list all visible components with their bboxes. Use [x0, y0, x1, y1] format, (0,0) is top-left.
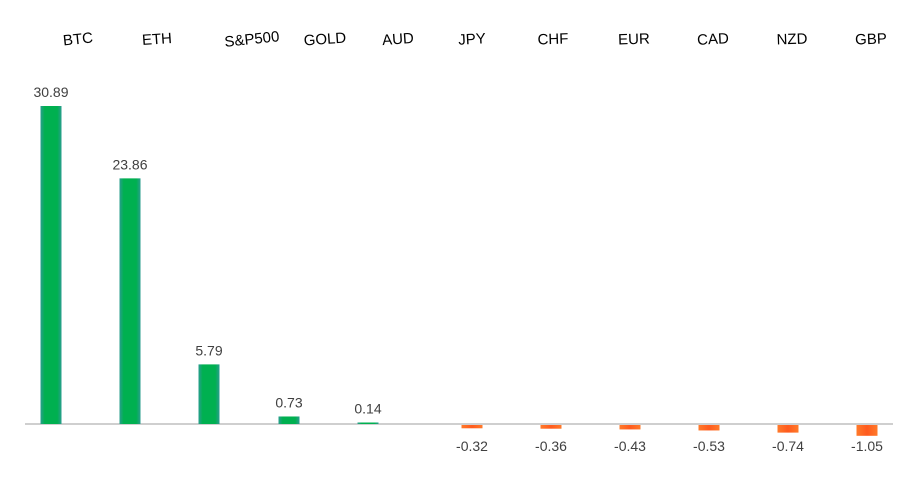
category-label-chf: CHF: [537, 30, 568, 48]
data-label-chf: -0.36: [535, 438, 567, 454]
bar-gbp: [856, 425, 878, 436]
data-label-eur: -0.43: [614, 438, 646, 454]
category-label-eur: EUR: [618, 30, 650, 48]
bar-eur: [619, 425, 641, 430]
category-label-sp500: S&P500: [224, 28, 281, 51]
category-label-nzd: NZD: [776, 30, 808, 48]
bar-eth: [119, 178, 141, 424]
bar-nzd: [777, 425, 799, 433]
data-label-nzd: -0.74: [772, 438, 804, 454]
category-label-gold: GOLD: [303, 30, 347, 50]
data-label-gbp: -1.05: [851, 438, 883, 454]
data-label-sp500: 5.79: [195, 342, 222, 358]
bar-sp500: [198, 364, 220, 424]
bar-jpy: [461, 425, 483, 429]
bar-gold: [278, 416, 300, 424]
bar-chf: [540, 425, 562, 429]
data-label-btc: 30.89: [33, 84, 68, 100]
category-label-jpy: JPY: [458, 30, 486, 48]
data-label-aud: 0.14: [354, 401, 381, 417]
bar-btc: [40, 106, 62, 424]
category-label-cad: CAD: [697, 30, 730, 49]
category-label-btc: BTC: [62, 29, 94, 49]
data-label-cad: -0.53: [693, 438, 725, 454]
data-label-gold: 0.73: [275, 394, 302, 410]
data-label-jpy: -0.32: [456, 438, 488, 454]
bar-aud: [357, 422, 379, 424]
bar-cad: [698, 425, 720, 431]
category-label-aud: AUD: [382, 30, 415, 49]
category-label-gbp: GBP: [855, 30, 887, 48]
category-label-eth: ETH: [141, 30, 172, 49]
data-label-eth: 23.86: [112, 156, 147, 172]
